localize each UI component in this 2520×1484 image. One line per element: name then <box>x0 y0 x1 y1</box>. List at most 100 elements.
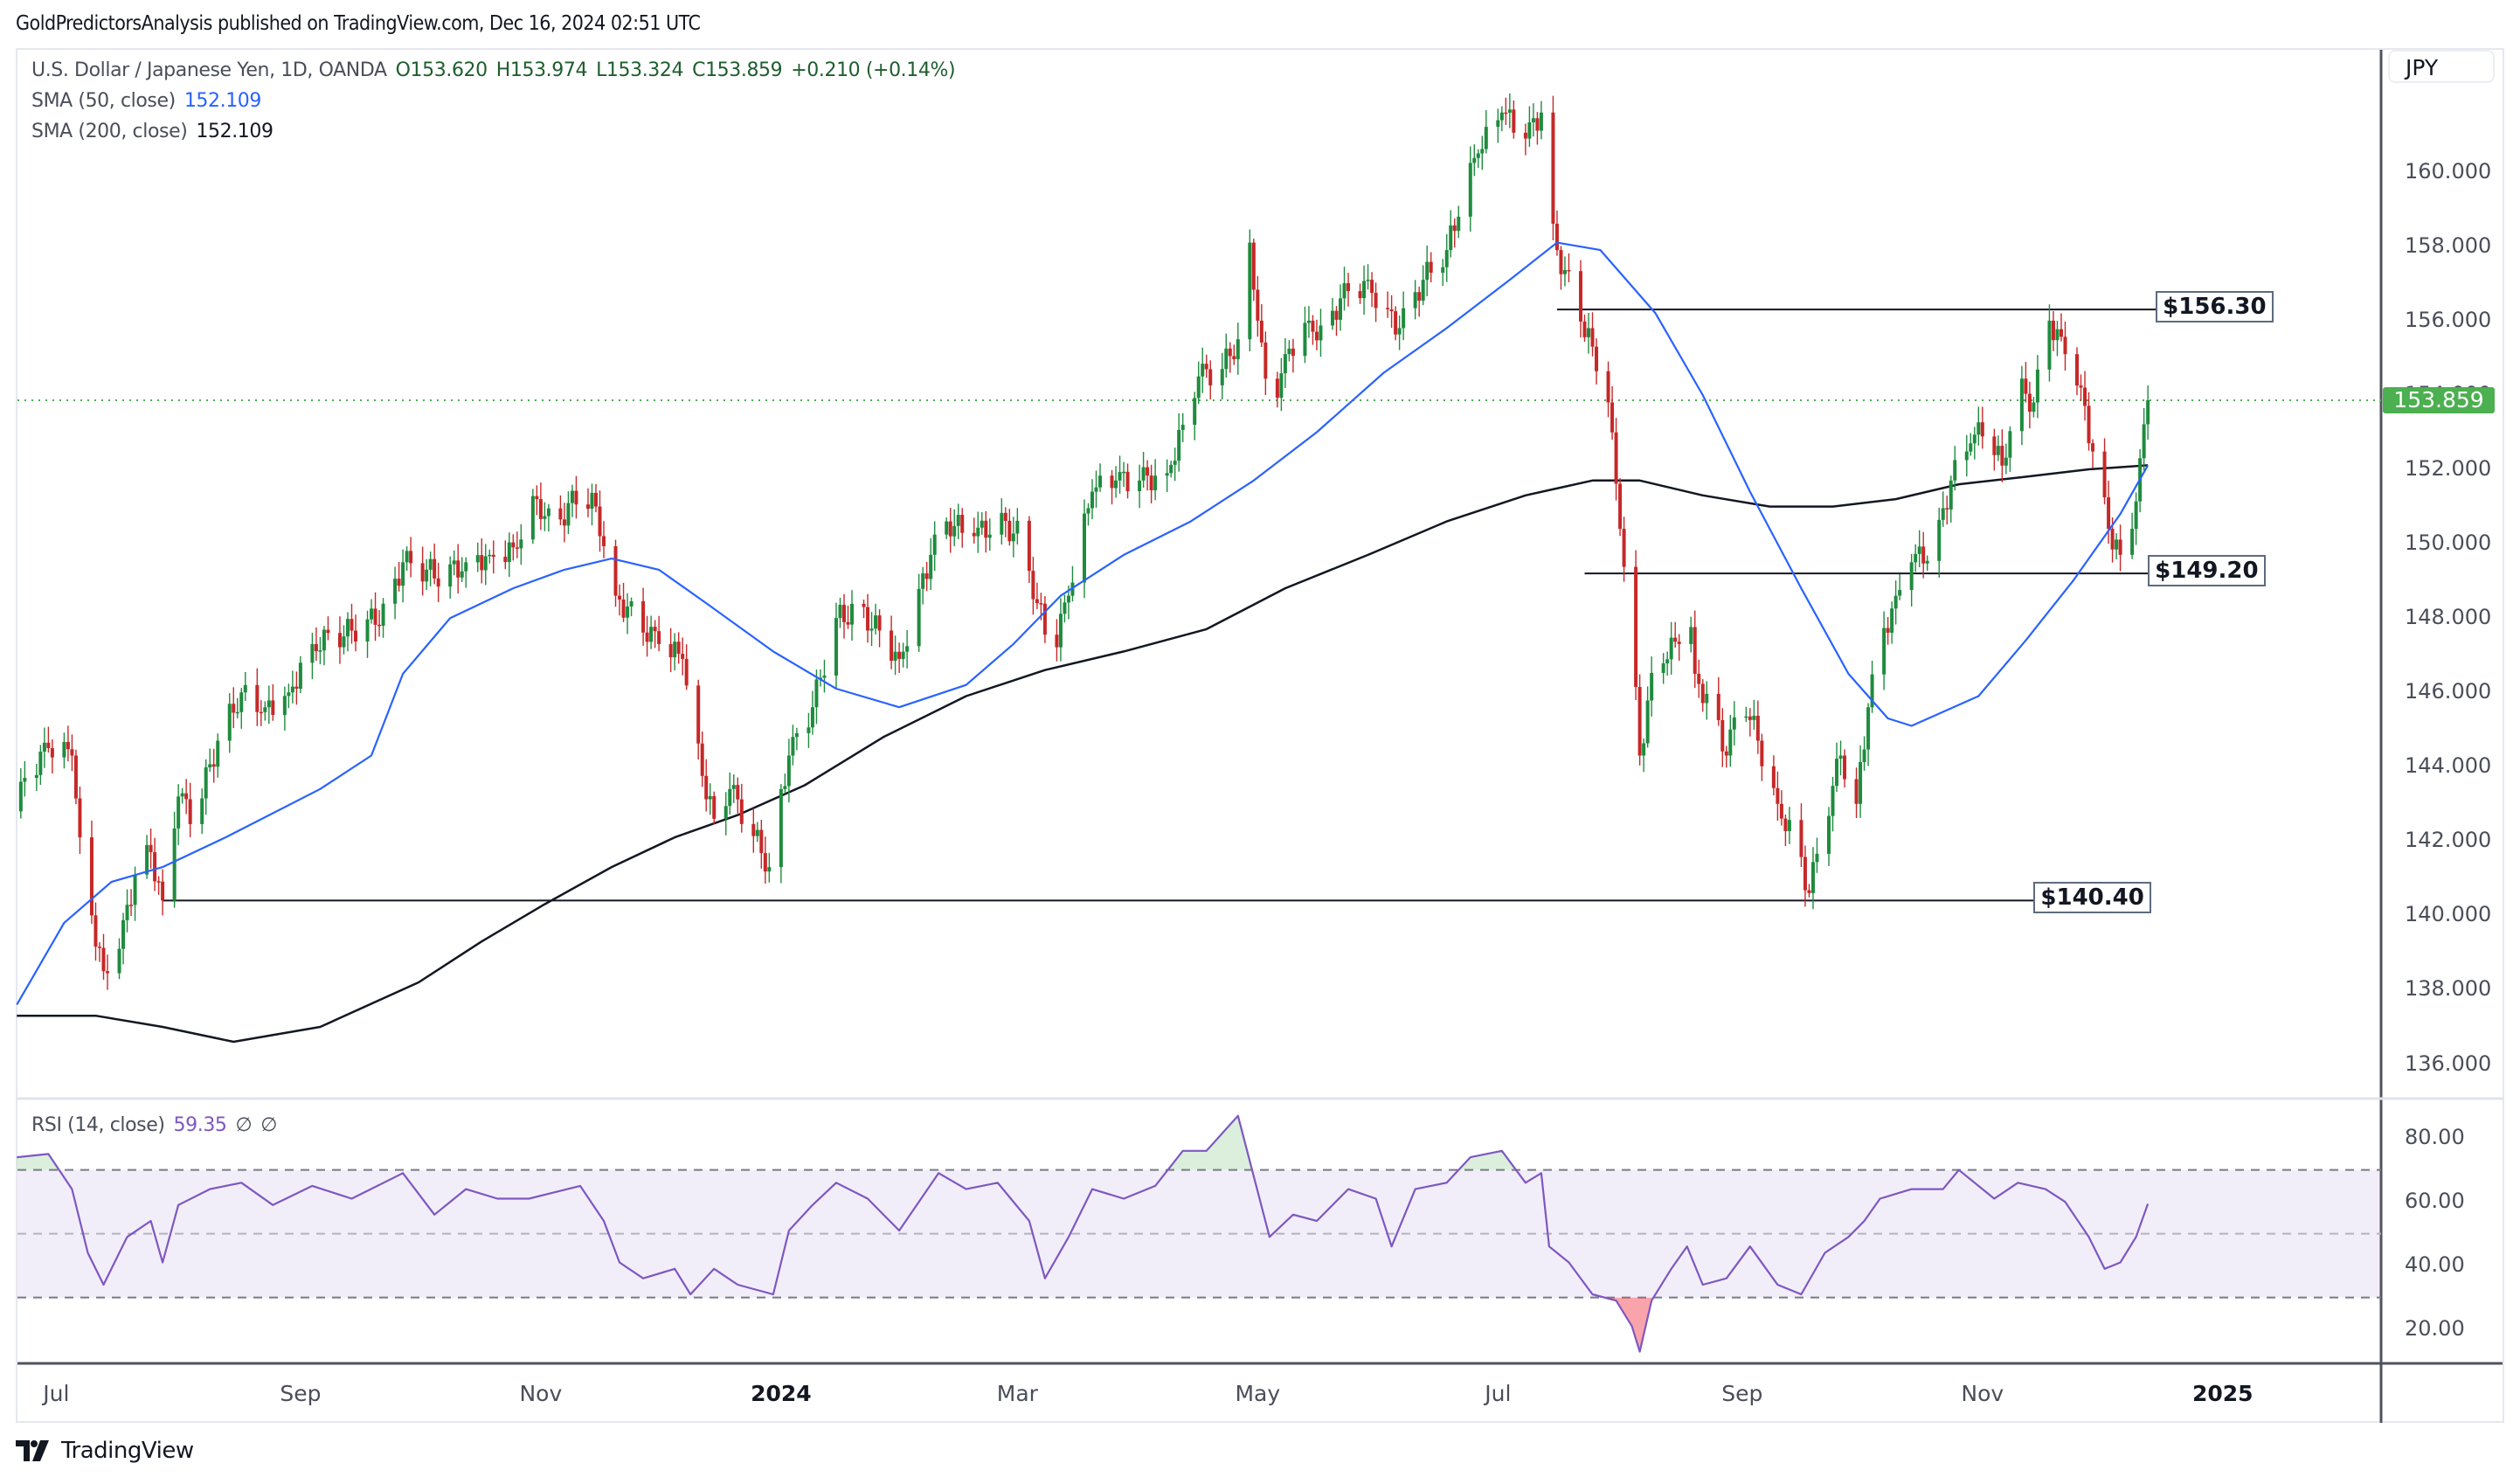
candle-up <box>1665 659 1670 663</box>
candle-down <box>1311 320 1315 332</box>
candle-up <box>1669 637 1673 660</box>
candle-up <box>779 788 783 868</box>
candle-up <box>1866 707 1871 750</box>
candle-down <box>668 643 673 658</box>
candle-up <box>1539 112 1543 131</box>
candle-up <box>1815 853 1819 863</box>
candle-up <box>1449 225 1453 251</box>
time-tick-label: Jul <box>1485 1381 1512 1406</box>
level-label[interactable]: $140.40 <box>2033 882 2151 914</box>
price-tick-label: 158.000 <box>2405 232 2492 258</box>
candle-up <box>393 579 398 604</box>
candle-up <box>1444 250 1449 267</box>
candle-down <box>1370 280 1374 294</box>
candle-up <box>1859 761 1863 804</box>
candle-down <box>1554 223 1559 251</box>
candle-up <box>1890 608 1894 633</box>
candle-up <box>145 844 149 875</box>
sma200-legend[interactable]: SMA (200, close) 152.109 <box>31 121 282 142</box>
price-tick-label: 150.000 <box>2405 530 2492 556</box>
candle-up <box>1011 533 1015 542</box>
candle-up <box>1114 480 1118 489</box>
candle-down <box>1693 627 1697 674</box>
candle-down <box>2087 406 2091 444</box>
sma50-legend[interactable]: SMA (50, close) 152.109 <box>31 90 270 112</box>
tradingview-brand: TradingView <box>61 1438 194 1464</box>
candle-down <box>700 743 704 776</box>
candle-up <box>475 555 480 563</box>
candle-down <box>1389 309 1394 312</box>
candle-down <box>129 905 134 906</box>
candle-up <box>448 564 453 587</box>
candle-up <box>1196 376 1201 399</box>
candle-up <box>125 905 129 920</box>
candle-down <box>1146 467 1150 476</box>
candle-down <box>2102 451 2107 498</box>
rsi-extra-2: ∅ <box>260 1114 278 1136</box>
candle-up <box>1224 348 1229 370</box>
symbol-legend[interactable]: U.S. Dollar / Japanese Yen, 1D, OANDA O15… <box>31 59 964 81</box>
candle-down <box>2091 443 2095 452</box>
candle-up <box>1917 546 1921 554</box>
currency-button[interactable]: JPY <box>2388 50 2495 83</box>
candle-up <box>235 711 239 714</box>
rsi-tick-label: 60.00 <box>2405 1189 2465 1214</box>
tradingview-logo-icon <box>16 1440 49 1461</box>
candle-down <box>1314 331 1319 341</box>
candlesticks <box>18 93 2150 990</box>
candle-up <box>1173 461 1177 465</box>
candle-up <box>177 796 181 829</box>
candle-up <box>1066 595 1070 603</box>
candle-up <box>1732 717 1736 730</box>
candle-down <box>515 547 519 549</box>
candle-up <box>1236 339 1240 359</box>
candle-up <box>1193 398 1197 426</box>
candle-down <box>684 658 689 686</box>
candle-down <box>1771 766 1776 788</box>
candle-up <box>290 686 294 693</box>
candle-down <box>1256 289 1260 321</box>
candle-down <box>704 775 709 800</box>
candle-down <box>1590 328 1595 347</box>
candle-up <box>1914 553 1918 563</box>
candle-down <box>984 520 988 538</box>
candle-down <box>156 881 161 883</box>
price-tick-label: 142.000 <box>2405 828 2492 853</box>
time-tick-label: 2024 <box>751 1381 812 1406</box>
candle-up <box>921 573 925 589</box>
candle-down <box>641 600 646 633</box>
candle-up <box>1953 460 1957 481</box>
candle-up <box>239 692 244 712</box>
candle-up <box>1362 281 1367 299</box>
candle-up <box>282 696 287 716</box>
candle-up <box>786 755 791 787</box>
candle-down <box>89 837 93 916</box>
candle-up <box>1496 120 1500 128</box>
candle-up <box>1180 425 1185 430</box>
candle-up <box>932 534 937 555</box>
candle-up <box>1831 786 1835 816</box>
rsi-legend[interactable]: RSI (14, close) 59.35 ∅ ∅ <box>31 1114 286 1136</box>
candle-up <box>1744 716 1748 718</box>
candle-down <box>1776 787 1780 804</box>
candle-up <box>1177 429 1181 461</box>
candle-down <box>1614 432 1618 484</box>
candle-up <box>570 490 574 503</box>
candle-up <box>1094 487 1098 492</box>
candle-down <box>1251 242 1256 290</box>
level-label[interactable]: $149.20 <box>2148 555 2266 587</box>
candle-up <box>243 684 247 693</box>
candle-up <box>767 867 772 872</box>
candle-down <box>2079 385 2083 388</box>
candle-down <box>712 795 717 819</box>
candle-up <box>929 554 933 579</box>
tradingview-logo[interactable]: TradingView <box>16 1438 194 1464</box>
candle-down <box>598 506 602 537</box>
candle-up <box>216 740 220 767</box>
price-tick-label: 148.000 <box>2405 605 2492 630</box>
level-label[interactable]: $156.30 <box>2156 291 2274 323</box>
candle-up <box>1882 628 1887 675</box>
candle-up <box>1484 127 1488 149</box>
symbol-name: U.S. Dollar / Japanese Yen, 1D, OANDA <box>31 59 387 81</box>
